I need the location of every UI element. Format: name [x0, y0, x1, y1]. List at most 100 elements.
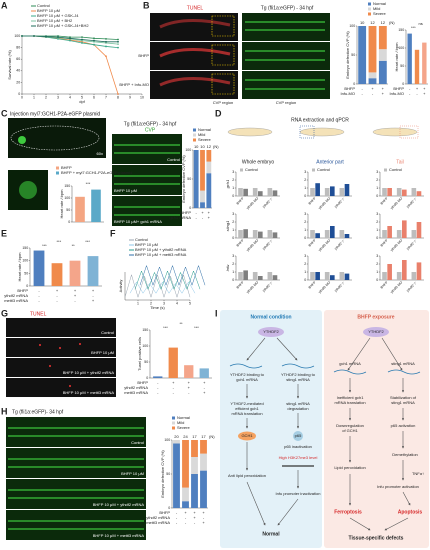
y-tick-label: 1 — [304, 270, 306, 274]
condition-mark: - — [195, 215, 197, 220]
step: Infu promoter activation — [377, 484, 419, 489]
x-tick-label: ythdf2-MO — [390, 196, 404, 210]
x-tick-label: 5 — [81, 95, 83, 99]
legend-swatch — [172, 416, 175, 420]
y-tick-label: 0 — [146, 376, 148, 380]
count-label: 24 — [183, 434, 188, 439]
point — [117, 46, 119, 49]
bar — [416, 191, 422, 196]
condition-mark: + — [184, 510, 187, 515]
y-tick-label: 100 — [349, 24, 355, 28]
y-tick-label: 0 — [26, 284, 28, 288]
condition-label: mettl3 mRNA — [124, 390, 148, 395]
condition-mark: - — [372, 91, 374, 96]
x-tick-label: 9 — [129, 95, 131, 99]
condition-mark: + — [416, 86, 419, 91]
y-axis-label: Survival rate (%) — [7, 50, 12, 80]
condition-mark: - — [157, 385, 159, 390]
step: YTHDF2 binding to — [281, 372, 316, 377]
condition-mark: + — [188, 385, 191, 390]
x-tick-label: 4 — [69, 95, 71, 99]
y-tick-label: 1 — [232, 270, 234, 274]
point — [93, 37, 95, 40]
condition-mark: + — [56, 288, 59, 293]
y-tick-label: 2 — [232, 220, 234, 224]
y-tick-label: 150 — [22, 246, 28, 250]
legend-label: Control — [245, 167, 258, 172]
step: sting1 mRNA — [391, 361, 415, 366]
y-tick-label: 100 — [398, 46, 404, 50]
micrograph — [112, 134, 182, 164]
step: Anti lipid peroxidation — [228, 473, 266, 478]
count-unit: (N) — [209, 434, 215, 439]
bar — [267, 230, 273, 238]
x-tick-label: ythdf2⁻/⁻ — [406, 238, 418, 250]
step: YTHDF2 binding to — [230, 372, 265, 377]
condition-label: ythdf2 mRNA — [146, 515, 170, 520]
condition-label: BHFP — [393, 86, 404, 91]
y-axis-label: gch1 — [225, 180, 230, 189]
line — [139, 264, 206, 286]
row-label: BHFP 10 μM + ythdf2 mRNA — [93, 502, 145, 507]
y-tick-label: 2 — [376, 178, 378, 182]
legend-swatch — [312, 168, 315, 172]
legend-swatch — [56, 171, 59, 175]
bar — [252, 188, 258, 196]
condition-mark: + — [202, 520, 205, 525]
bar — [344, 234, 350, 238]
row-label: Control — [131, 440, 144, 445]
condition-mark: + — [92, 298, 95, 303]
bar-segment — [200, 470, 207, 508]
bar — [310, 230, 315, 238]
count-unit: (N) — [389, 20, 395, 25]
point — [117, 38, 119, 41]
bar — [344, 184, 350, 196]
y-tick-label: 0 — [168, 506, 170, 510]
column-title: Whole embryo — [242, 159, 274, 165]
step: Inefficient gch1 — [337, 395, 365, 400]
bar — [324, 230, 330, 238]
bar-segment — [206, 150, 212, 162]
legend-label: BHFP + myl7:GCH1-P2A-eGFP plasmid — [61, 170, 132, 175]
step: sting1 mRNA — [286, 377, 310, 382]
y-tick-label: 150 — [398, 28, 404, 32]
count-unit: (N) — [213, 144, 219, 149]
y-axis-label: Embryo defective CVP (%) — [181, 155, 186, 203]
count-label: 10 — [200, 144, 205, 149]
image-title: Tg (fli1a:eGFP)- 34 hpf — [12, 409, 64, 415]
bar — [243, 229, 248, 238]
x-tick-label: BHFP — [236, 196, 246, 206]
x-tick-label: ythdf2-MO — [318, 238, 332, 252]
condition-mark: - — [56, 298, 58, 303]
panel-c-images: Injection myl7:GCH1-P2A-eGFP plasmid 60x… — [8, 111, 182, 226]
micrograph — [6, 417, 146, 447]
bar — [272, 232, 278, 238]
condition-mark: + — [202, 510, 205, 515]
image-title: Injection myl7:GCH1-P2A-eGFP plasmid — [10, 111, 100, 117]
x-tick-label: 0 — [21, 95, 23, 99]
step: p65 activation — [391, 423, 416, 428]
condition-label: BHFP — [17, 288, 28, 293]
condition-mark: + — [201, 210, 204, 215]
bar — [252, 272, 258, 280]
legend-label: Control — [389, 167, 402, 172]
bar — [310, 188, 315, 196]
x-tick-label: ythdf2⁻/⁻ — [262, 196, 274, 208]
y-tick-label: 1 — [232, 228, 234, 232]
bar-segment — [191, 474, 198, 508]
count-label: 10 — [360, 20, 365, 25]
condition-mark: + — [208, 215, 211, 220]
condition-mark: - — [188, 390, 190, 395]
panel-letter: G — [1, 308, 8, 318]
protein: YTHDF2 — [263, 329, 279, 334]
x-tick-label: ythdf2-MO — [246, 238, 260, 252]
bar — [87, 256, 99, 286]
image-title: Tg (fli1a:eGFP) - 34 hpf — [261, 5, 314, 11]
region-label: CVP region — [276, 100, 296, 105]
legend-label: Severe — [198, 137, 211, 142]
bar — [411, 188, 417, 196]
row-label: BHFP — [138, 53, 149, 58]
micrograph — [6, 338, 116, 357]
step: High H3K27me3 level — [279, 455, 318, 460]
legend-label: Mild — [177, 420, 184, 425]
